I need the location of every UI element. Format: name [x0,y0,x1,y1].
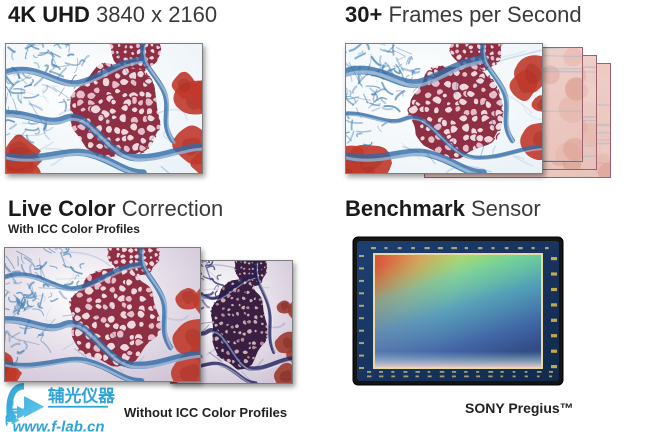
svg-text:辅光仪器: 辅光仪器 [48,385,115,405]
svg-text:www.f-lab.cn: www.f-lab.cn [13,418,105,432]
